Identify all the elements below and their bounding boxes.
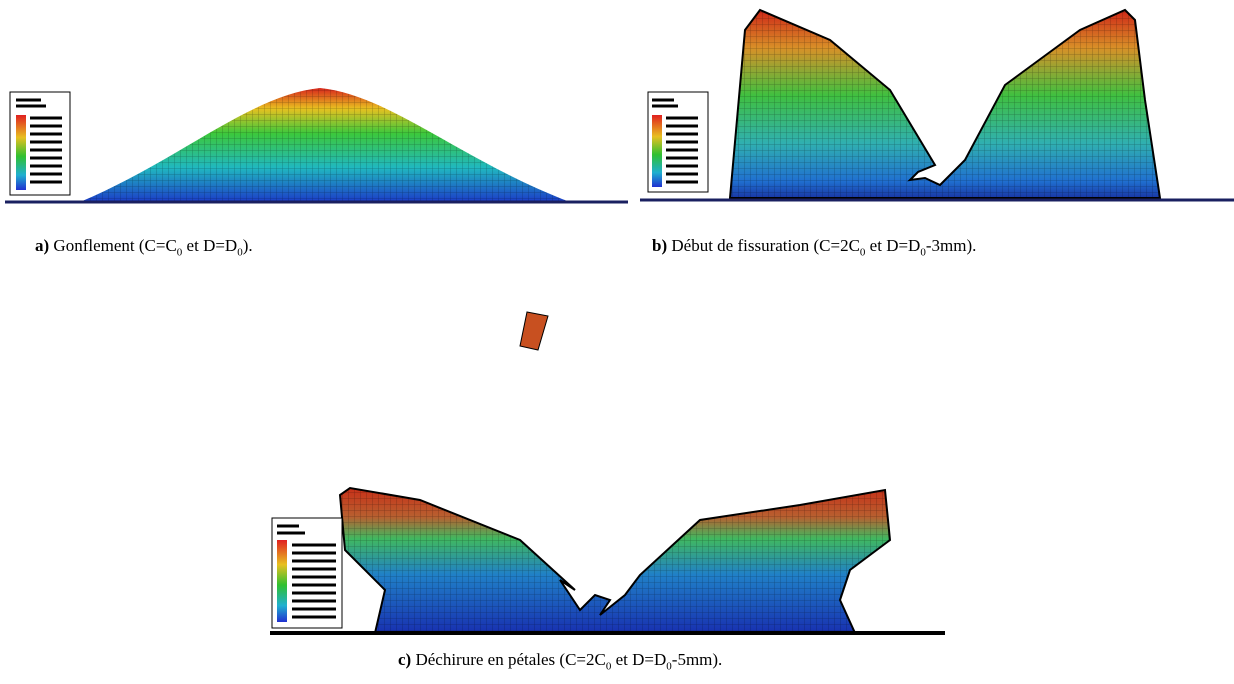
caption-text: et D=D bbox=[865, 236, 920, 255]
figure-page: a) Gonflement (C=C0 et D=D0). b) Début d… bbox=[0, 0, 1234, 684]
caption-text: Début de fissuration (C=2C bbox=[671, 236, 860, 255]
caption-label: c) bbox=[398, 650, 411, 669]
image-b bbox=[640, 10, 1234, 200]
caption-label: b) bbox=[652, 236, 667, 255]
caption-text: et D=D bbox=[182, 236, 237, 255]
caption-label: a) bbox=[35, 236, 49, 255]
caption: b) Début de fissuration (C=2C0 et D=D0-3… bbox=[652, 236, 976, 258]
figure-images bbox=[0, 0, 1234, 684]
caption-text: -3mm). bbox=[926, 236, 977, 255]
caption-text: ). bbox=[243, 236, 253, 255]
caption: a) Gonflement (C=C0 et D=D0). bbox=[35, 236, 253, 258]
caption: c) Déchirure en pétales (C=2C0 et D=D0-5… bbox=[398, 650, 722, 672]
image-a bbox=[5, 88, 628, 202]
caption-text: et D=D bbox=[611, 650, 666, 669]
image-c bbox=[270, 312, 945, 633]
caption-text: Déchirure en pétales (C=2C bbox=[415, 650, 605, 669]
caption-text: -5mm). bbox=[672, 650, 723, 669]
caption-text: Gonflement (C=C bbox=[53, 236, 176, 255]
